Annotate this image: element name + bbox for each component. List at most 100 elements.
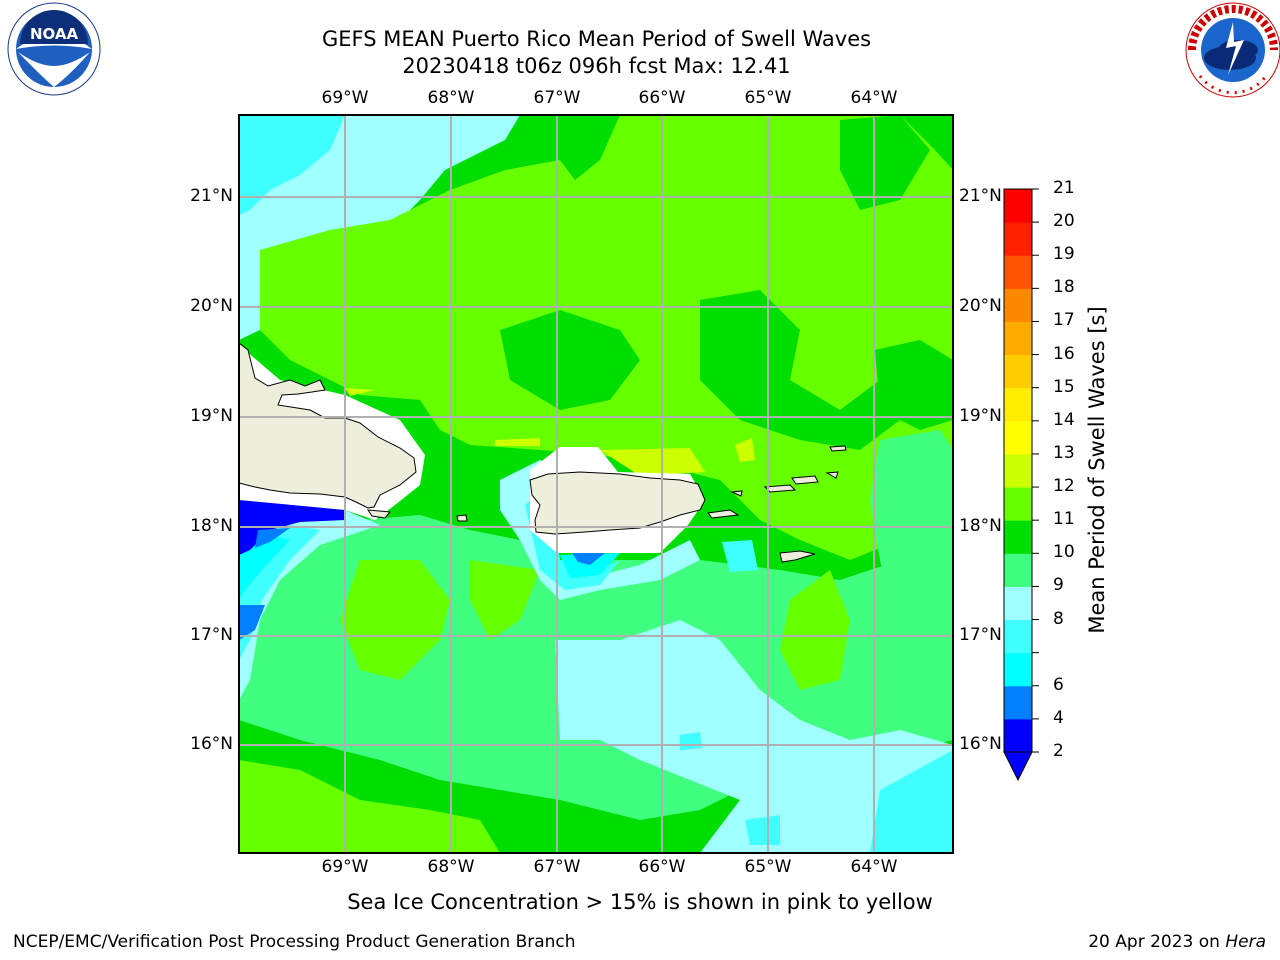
- contour-12-13s-spot-1: [600, 448, 705, 476]
- contour-2-4s-west: [239, 500, 345, 555]
- colorbar-tick-label: 4: [1053, 707, 1064, 728]
- colorbar-segment: [1004, 520, 1032, 554]
- colorbar-title: Mean Period of Swell Waves [s]: [1085, 306, 1109, 634]
- contour-9-10s-north-2: [700, 290, 900, 450]
- contour-12-13s-spot-3: [345, 388, 375, 396]
- colorbar-tick-label: 20: [1053, 211, 1075, 232]
- lon-label-bottom: 66°W: [638, 857, 686, 877]
- colorbar-segment: [1004, 354, 1032, 389]
- lat-label-left: 17°N: [190, 625, 233, 645]
- lon-label-top: 66°W: [638, 88, 686, 108]
- map-subtitle: 20230418 t06z 096h fcst Max: 12.41: [402, 54, 791, 78]
- colorbar-tick-label: 19: [1053, 244, 1075, 265]
- lon-label-bottom: 68°W: [427, 857, 475, 877]
- sea-ice-note: Sea Ice Concentration > 15% is shown in …: [0, 890, 1280, 914]
- lon-label-bottom: 64°W: [850, 857, 898, 877]
- lat-label-right: 21°N: [959, 186, 1002, 206]
- lat-label-right: 17°N: [959, 625, 1002, 645]
- lon-label-top: 64°W: [850, 88, 898, 108]
- noaa-logo: NOAA: [7, 2, 101, 96]
- lat-label-left: 20°N: [190, 296, 233, 316]
- contour-10-11s-south-4: [780, 570, 850, 690]
- colorbar-tick-label: 13: [1053, 442, 1075, 463]
- map-title: GEFS MEAN Puerto Rico Mean Period of Swe…: [321, 27, 872, 51]
- lat-label-left: 18°N: [190, 516, 233, 536]
- colorbar-tick-label: 12: [1053, 476, 1075, 497]
- contour-7-8s-nw: [239, 115, 345, 215]
- colorbar-segment: [1004, 288, 1032, 322]
- contour-7-8s-spot-2: [722, 540, 758, 572]
- contour-10-11s-south-1: [239, 760, 500, 853]
- colorbar-tick-label: 21: [1053, 178, 1075, 198]
- lon-label-top: 65°W: [744, 88, 792, 108]
- colorbar-segment: [1004, 685, 1032, 720]
- lat-label-right: 16°N: [959, 734, 1002, 754]
- lon-label-top: 69°W: [321, 88, 369, 108]
- footer-date-text: 20 Apr 2023 on: [1088, 932, 1226, 952]
- colorbar: [1003, 188, 1039, 782]
- colorbar-segment: [1004, 189, 1032, 223]
- colorbar-tick-label: 18: [1053, 277, 1075, 298]
- footer-date: 20 Apr 2023 on Hera: [1088, 932, 1266, 952]
- lon-label-bottom: 67°W: [533, 857, 581, 877]
- colorbar-tick-label: 8: [1053, 608, 1064, 629]
- contour-4-6s-west: [239, 605, 265, 640]
- graticule: [239, 115, 953, 853]
- colorbar-segment: [1004, 487, 1032, 521]
- lat-label-left: 16°N: [190, 734, 233, 754]
- colorbar-tick-label: 11: [1053, 509, 1075, 530]
- contour-4-6s-pr: [572, 553, 605, 565]
- lon-label-bottom: 65°W: [744, 857, 792, 877]
- contour-10-11s-south-2: [340, 560, 450, 680]
- contour-9-10s-north-4: [840, 115, 930, 210]
- colorbar-segment: [1004, 586, 1032, 621]
- colorbar-segment: [1004, 387, 1032, 422]
- sea-ice-note-text: Sea Ice Concentration > 15% is shown in …: [347, 890, 933, 914]
- land-culebra: [730, 490, 743, 497]
- colorbar-tick-label: 17: [1053, 310, 1075, 331]
- contour-7-8s-se: [870, 750, 953, 853]
- colorbar-segment: [1004, 652, 1032, 687]
- colorbar-segment: [1004, 420, 1032, 455]
- lat-label-left: 21°N: [190, 186, 233, 206]
- colorbar-tick-label: 15: [1053, 376, 1075, 397]
- colorbar-tick-label: 14: [1053, 409, 1075, 430]
- lat-label-left: 19°N: [190, 406, 233, 426]
- colorbar-under-arrow: [1003, 751, 1033, 782]
- colorbar-segment: [1004, 553, 1032, 587]
- contour-9-10s-north-5: [875, 340, 953, 430]
- lat-label-right: 20°N: [959, 296, 1002, 316]
- contour-8-9s-south-center: [555, 620, 953, 853]
- land-virgin-islands-1: [707, 509, 740, 519]
- contour-6-7s-pr: [560, 553, 620, 578]
- land-hispaniola: [239, 342, 417, 509]
- contour-6-7s-west: [239, 535, 290, 600]
- contour-9-10s-north-1: [500, 310, 640, 410]
- nws-logo: [1185, 2, 1280, 98]
- colorbar-segment: [1004, 718, 1032, 753]
- swell-period-field: [239, 115, 953, 853]
- land-saona: [367, 509, 391, 519]
- colorbar-tick-label: 6: [1053, 674, 1064, 695]
- lon-label-top: 68°W: [427, 88, 475, 108]
- contour-9-10s-north-3: [560, 115, 620, 180]
- contour-12-13s-spot-4: [735, 438, 755, 462]
- noaa-logo-text: NOAA: [30, 25, 79, 43]
- footer-producer: NCEP/EMC/Verification Post Processing Pr…: [13, 932, 576, 952]
- colorbar-tick-label: 10: [1053, 542, 1075, 563]
- land-st-croix: [779, 550, 816, 563]
- map-frame: [238, 114, 954, 854]
- lat-label-right: 19°N: [959, 406, 1002, 426]
- colorbar-tick-label: 16: [1053, 343, 1075, 364]
- contour-10-11s-south-3: [470, 560, 540, 640]
- footer-machine: Hera: [1225, 932, 1266, 952]
- land-mona: [456, 514, 468, 522]
- colorbar-segment: [1004, 321, 1032, 356]
- land-anegada: [829, 445, 847, 452]
- colorbar-tick-label: 2: [1053, 741, 1064, 761]
- colorbar-segment: [1004, 222, 1032, 256]
- contour-7-8s-south-spot: [745, 815, 780, 845]
- lon-label-bottom: 69°W: [321, 857, 369, 877]
- contour-12-13s-spot-2: [495, 438, 540, 446]
